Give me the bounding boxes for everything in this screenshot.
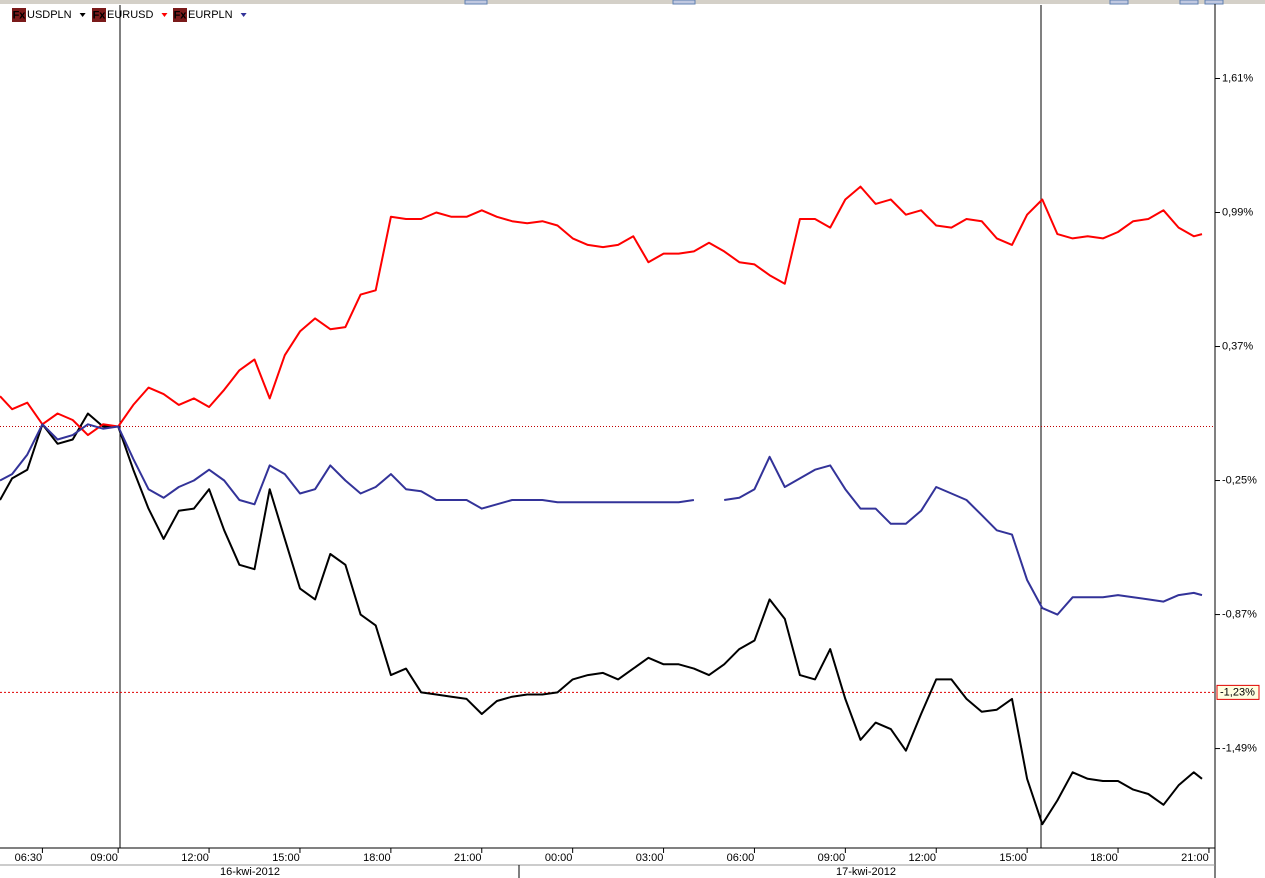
x-tick-label: 18:00 [363, 852, 391, 864]
date-label: 17-kwi-2012 [836, 866, 896, 878]
x-tick-label: 21:00 [454, 852, 482, 864]
series-line [0, 185, 1203, 437]
legend-label: EURPLN [188, 9, 233, 21]
legend-icon-label: Fx [174, 9, 188, 21]
legend-dropdown[interactable] [79, 13, 86, 17]
x-tick-label: 09:00 [818, 852, 846, 864]
marker-box [1216, 684, 1260, 700]
x-tick-label: 18:00 [1090, 852, 1118, 864]
legend-icon [12, 8, 26, 22]
legend-label: EURUSD [107, 9, 154, 21]
legend-icon-label: Fx [13, 9, 27, 21]
toolbar-button[interactable] [1179, 0, 1199, 5]
date-label: 16-kwi-2012 [220, 866, 280, 878]
x-tick-label: 06:30 [15, 852, 43, 864]
legend-icon [173, 8, 187, 22]
x-tick-label: 15:00 [272, 852, 300, 864]
marker-label: -1,23% [1220, 686, 1255, 698]
x-tick-label: 12:00 [908, 852, 936, 864]
series-line [724, 455, 1203, 616]
y-tick-label: 1,61% [1222, 72, 1253, 84]
legend-icon [92, 8, 106, 22]
x-tick-label: 12:00 [181, 852, 209, 864]
y-tick-label: 0,99% [1222, 206, 1253, 218]
y-tick-label: -0,25% [1222, 474, 1257, 486]
legend-dropdown[interactable] [240, 13, 247, 17]
series-line [0, 412, 1203, 826]
legend-label: USDPLN [27, 9, 72, 21]
y-tick-label: 0,37% [1222, 340, 1253, 352]
x-tick-label: 21:00 [1181, 852, 1209, 864]
toolbar-button[interactable] [672, 0, 696, 5]
y-tick-label: -1,49% [1222, 742, 1257, 754]
toolbar-button[interactable] [464, 0, 488, 5]
series-line [0, 423, 695, 510]
x-tick-label: 00:00 [545, 852, 573, 864]
x-tick-label: 06:00 [727, 852, 755, 864]
x-tick-label: 15:00 [999, 852, 1027, 864]
y-tick-label: -0,87% [1222, 608, 1257, 620]
toolbar-button[interactable] [1204, 0, 1224, 5]
legend-dropdown[interactable] [161, 13, 168, 17]
legend-icon-label: Fx [93, 9, 107, 21]
x-tick-label: 03:00 [636, 852, 664, 864]
x-tick-label: 09:00 [90, 852, 118, 864]
toolbar-button[interactable] [1109, 0, 1129, 5]
toolbar-strip [0, 0, 1265, 4]
